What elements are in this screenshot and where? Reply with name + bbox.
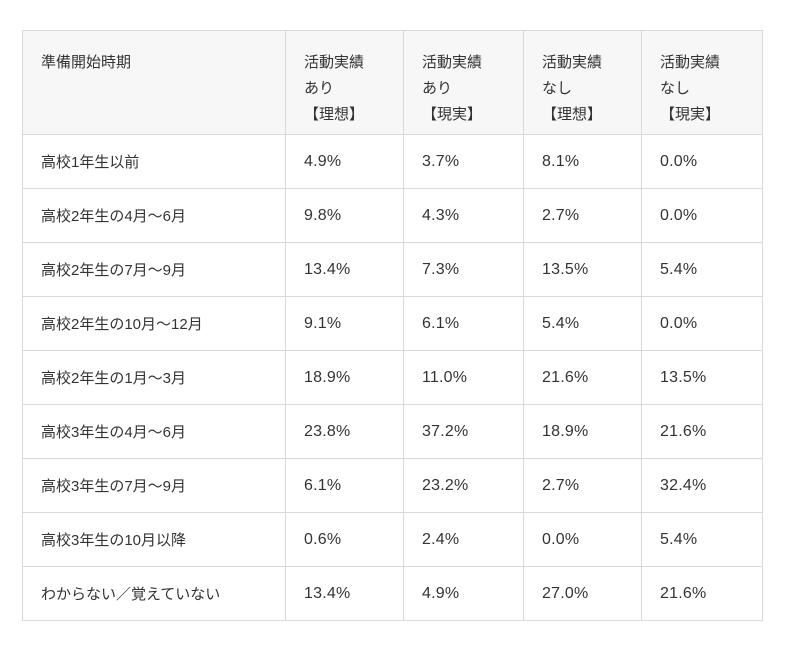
- cell-value: 21.6%: [523, 350, 642, 405]
- cell-value: 2.4%: [403, 512, 524, 567]
- row-label: 高校2年生の7月〜9月: [22, 242, 286, 297]
- cell-value: 3.7%: [403, 134, 524, 189]
- cell-value: 5.4%: [641, 242, 763, 297]
- cell-value: 18.9%: [523, 404, 642, 459]
- cell-value: 6.1%: [285, 458, 404, 513]
- column-header-inactive-reality: 活動実績 なし 【現実】: [641, 30, 763, 135]
- cell-value: 4.9%: [285, 134, 404, 189]
- cell-value: 0.0%: [641, 188, 763, 243]
- cell-value: 5.4%: [523, 296, 642, 351]
- cell-value: 23.8%: [285, 404, 404, 459]
- cell-value: 6.1%: [403, 296, 524, 351]
- row-label: 高校2年生の10月〜12月: [22, 296, 286, 351]
- cell-value: 18.9%: [285, 350, 404, 405]
- column-header-timing: 準備開始時期: [22, 30, 286, 135]
- cell-value: 32.4%: [641, 458, 763, 513]
- row-label: 高校3年生の4月〜6月: [22, 404, 286, 459]
- cell-value: 0.0%: [523, 512, 642, 567]
- row-label: 高校3年生の7月〜9月: [22, 458, 286, 513]
- cell-value: 8.1%: [523, 134, 642, 189]
- row-label: わからない／覚えていない: [22, 566, 286, 621]
- cell-value: 9.1%: [285, 296, 404, 351]
- cell-value: 13.4%: [285, 242, 404, 297]
- table-row: 高校2年生の10月〜12月 9.1% 6.1% 5.4% 0.0%: [22, 296, 763, 351]
- cell-value: 2.7%: [523, 188, 642, 243]
- column-header-active-ideal: 活動実績 あり 【理想】: [285, 30, 404, 135]
- cell-value: 9.8%: [285, 188, 404, 243]
- cell-value: 13.5%: [523, 242, 642, 297]
- table-row: 高校1年生以前 4.9% 3.7% 8.1% 0.0%: [22, 134, 763, 189]
- cell-value: 4.3%: [403, 188, 524, 243]
- table-row: 高校2年生の7月〜9月 13.4% 7.3% 13.5% 5.4%: [22, 242, 763, 297]
- cell-value: 27.0%: [523, 566, 642, 621]
- cell-value: 37.2%: [403, 404, 524, 459]
- cell-value: 7.3%: [403, 242, 524, 297]
- cell-value: 11.0%: [403, 350, 524, 405]
- table-row: 高校2年生の4月〜6月 9.8% 4.3% 2.7% 0.0%: [22, 188, 763, 243]
- row-label: 高校1年生以前: [22, 134, 286, 189]
- cell-value: 2.7%: [523, 458, 642, 513]
- table-header-row: 準備開始時期 活動実績 あり 【理想】 活動実績 あり 【現実】 活動実績 なし…: [22, 30, 763, 135]
- cell-value: 13.4%: [285, 566, 404, 621]
- cell-value: 4.9%: [403, 566, 524, 621]
- cell-value: 0.0%: [641, 134, 763, 189]
- cell-value: 13.5%: [641, 350, 763, 405]
- cell-value: 21.6%: [641, 566, 763, 621]
- preparation-timing-table: 準備開始時期 活動実績 あり 【理想】 活動実績 あり 【現実】 活動実績 なし…: [22, 30, 763, 621]
- cell-value: 0.0%: [641, 296, 763, 351]
- cell-value: 5.4%: [641, 512, 763, 567]
- table-row: わからない／覚えていない 13.4% 4.9% 27.0% 21.6%: [22, 566, 763, 621]
- row-label: 高校3年生の10月以降: [22, 512, 286, 567]
- table-row: 高校3年生の10月以降 0.6% 2.4% 0.0% 5.4%: [22, 512, 763, 567]
- cell-value: 23.2%: [403, 458, 524, 513]
- table-row: 高校2年生の1月〜3月 18.9% 11.0% 21.6% 13.5%: [22, 350, 763, 405]
- table-row: 高校3年生の4月〜6月 23.8% 37.2% 18.9% 21.6%: [22, 404, 763, 459]
- table-row: 高校3年生の7月〜9月 6.1% 23.2% 2.7% 32.4%: [22, 458, 763, 513]
- column-header-active-reality: 活動実績 あり 【現実】: [403, 30, 524, 135]
- row-label: 高校2年生の1月〜3月: [22, 350, 286, 405]
- cell-value: 0.6%: [285, 512, 404, 567]
- cell-value: 21.6%: [641, 404, 763, 459]
- row-label: 高校2年生の4月〜6月: [22, 188, 286, 243]
- column-header-inactive-ideal: 活動実績 なし 【理想】: [523, 30, 642, 135]
